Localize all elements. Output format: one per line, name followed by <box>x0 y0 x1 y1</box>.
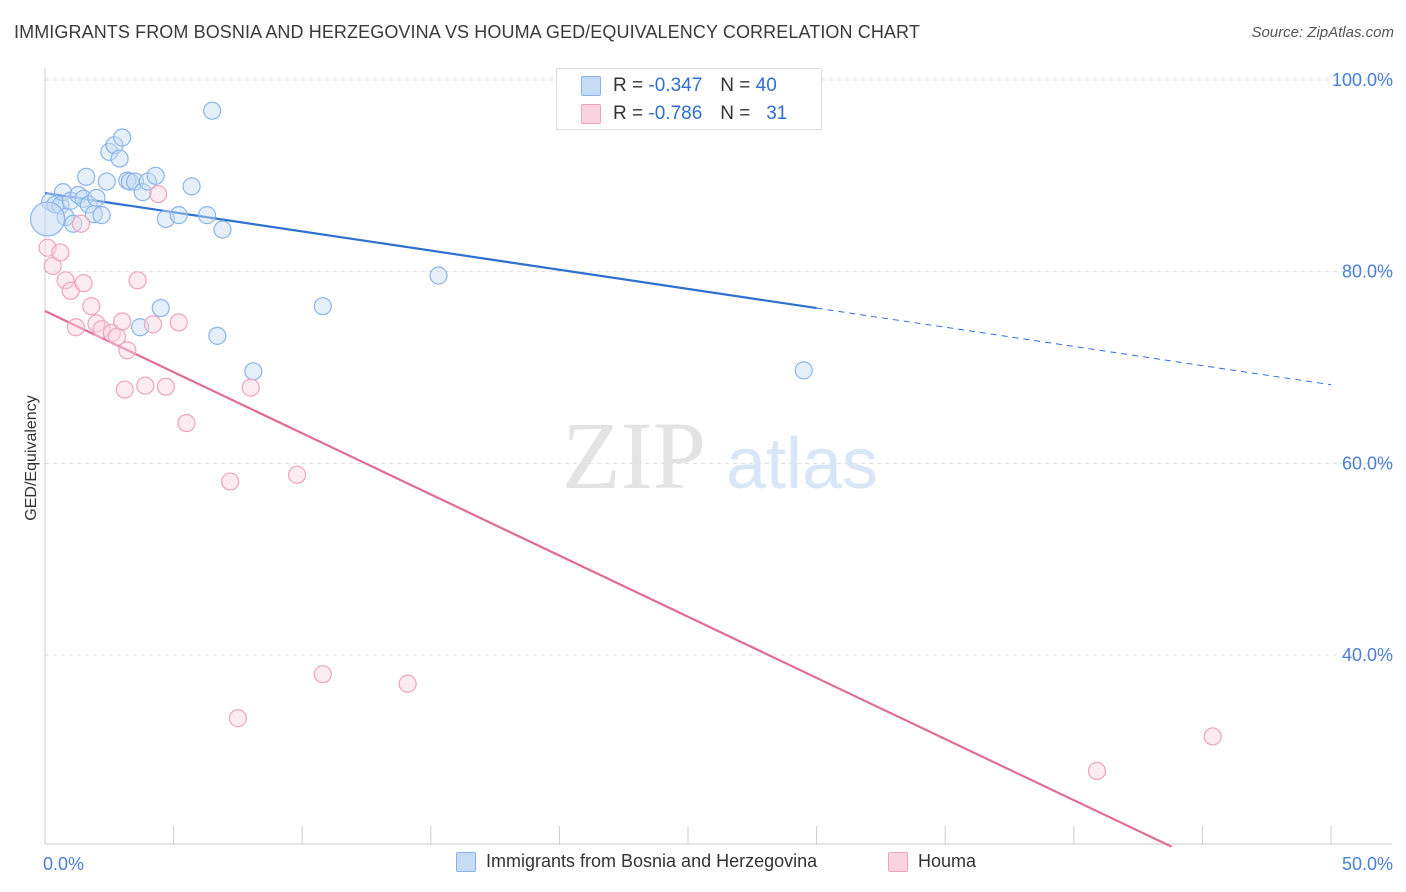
data-point-bosnia <box>77 167 96 186</box>
data-point-houma <box>149 184 168 204</box>
legend-label-houma: Houma <box>918 851 977 871</box>
data-point-houma <box>136 376 155 395</box>
data-point-houma <box>82 297 101 316</box>
correlation-legend: R = -0.347 N = 40 R = -0.786 N = 31 <box>556 68 822 130</box>
data-point-houma <box>1203 727 1222 746</box>
x-tick-label: 50.0% <box>1342 854 1393 874</box>
y-tick-label: 60.0% <box>1342 453 1393 473</box>
r-label: R = <box>613 103 644 124</box>
data-point-bosnia <box>429 266 448 285</box>
axes <box>44 68 1392 845</box>
r-label: R = <box>613 75 644 96</box>
data-point-houma <box>43 256 62 276</box>
x-tick-label: 0.0% <box>43 854 84 874</box>
data-point-bosnia <box>182 177 201 196</box>
y-tick-label: 80.0% <box>1342 262 1393 282</box>
trend-line-houma <box>44 309 1173 848</box>
chart-title: IMMIGRANTS FROM BOSNIA AND HERZEGOVINA V… <box>14 22 920 42</box>
data-point-bosnia <box>120 172 139 191</box>
data-point-bosnia <box>74 189 93 208</box>
data-point-houma <box>398 674 417 693</box>
data-point-bosnia <box>110 149 129 168</box>
data-point-bosnia <box>133 183 152 202</box>
data-point-bosnia <box>113 128 132 147</box>
data-point-houma <box>51 243 70 262</box>
data-point-bosnia <box>29 201 66 237</box>
data-point-houma <box>118 341 137 360</box>
watermark: ZIP atlas <box>562 402 878 509</box>
data-point-bosnia <box>794 361 813 380</box>
watermark-zip: ZIP <box>562 402 706 509</box>
data-point-bosnia <box>208 326 227 345</box>
data-point-bosnia <box>197 206 217 225</box>
data-point-houma <box>115 380 134 399</box>
data-point-houma <box>156 377 175 396</box>
data-point-bosnia <box>97 172 116 191</box>
n-label: N = <box>720 75 751 96</box>
data-point-houma <box>66 318 85 337</box>
data-point-houma <box>177 413 196 433</box>
data-point-bosnia <box>313 297 332 316</box>
data-point-houma <box>71 214 91 233</box>
n-value: 40 <box>755 75 777 96</box>
data-point-houma <box>143 315 163 334</box>
data-point-bosnia <box>92 206 111 225</box>
data-point-houma <box>87 314 106 333</box>
legend-row-houma: R = -0.786 N = 31 <box>581 101 787 127</box>
y-tick-label: 40.0% <box>1342 645 1393 665</box>
data-point-houma <box>128 271 147 290</box>
data-point-houma <box>56 271 75 290</box>
y-tick-label: 100.0% <box>1332 70 1393 90</box>
data-point-houma <box>113 312 132 331</box>
data-point-bosnia <box>151 298 170 318</box>
n-label: N = <box>720 103 751 124</box>
data-point-bosnia <box>244 362 263 381</box>
data-point-bosnia <box>169 206 188 225</box>
data-point-houma <box>1087 761 1107 781</box>
trend-line-extension <box>816 307 1332 386</box>
legend-item-bosnia: Immigrants from Bosnia and Herzegovina <box>456 851 817 872</box>
r-value: -0.786 <box>648 103 703 124</box>
data-point-bosnia <box>64 214 83 233</box>
trend-lines <box>44 191 1332 848</box>
data-point-houma <box>221 472 240 491</box>
data-point-houma <box>287 465 307 484</box>
data-point-bosnia <box>146 166 165 185</box>
data-point-houma <box>74 274 93 293</box>
legend-item-houma: Houma <box>888 851 976 872</box>
data-point-bosnia <box>203 101 222 120</box>
data-point-houma <box>313 665 332 684</box>
n-value: 31 <box>766 103 788 124</box>
watermark-atlas: atlas <box>726 424 878 504</box>
legend-swatch-houma <box>581 104 601 124</box>
legend-swatch-bosnia <box>456 851 476 872</box>
data-point-houma <box>241 378 260 397</box>
legend-swatch-houma <box>888 851 908 872</box>
legend-label-bosnia: Immigrants from Bosnia and Herzegovina <box>486 851 818 871</box>
data-point-houma <box>228 709 247 728</box>
data-point-houma <box>92 320 111 339</box>
data-point-bosnia <box>105 136 124 155</box>
legend-swatch-bosnia <box>581 76 601 96</box>
data-point-houma <box>169 313 188 332</box>
legend-row-bosnia: R = -0.347 N = 40 <box>581 73 777 99</box>
source-label: Source: ZipAtlas.com <box>1251 24 1394 41</box>
trend-line-bosnia <box>44 191 817 310</box>
r-value: -0.347 <box>648 75 703 96</box>
data-point-bosnia <box>87 188 106 207</box>
data-point-bosnia <box>213 220 232 239</box>
tick-labels: 100.0% 80.0% 60.0% 40.0% 0.0% 50.0% <box>43 70 1393 874</box>
